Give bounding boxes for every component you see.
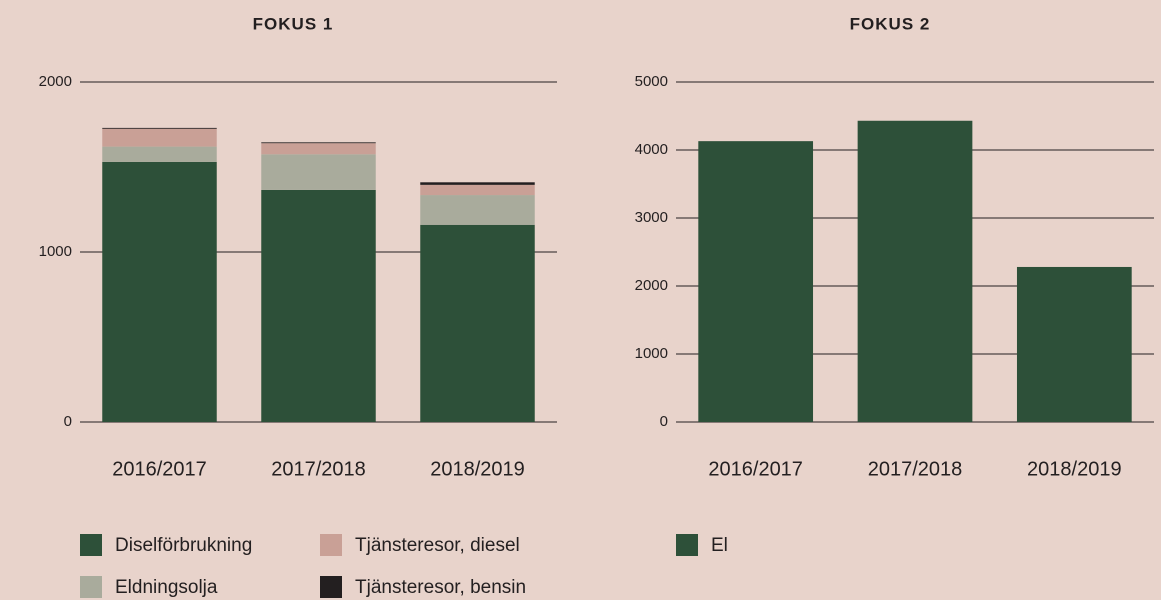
legend-swatch	[80, 534, 102, 556]
bar-segment	[261, 154, 376, 190]
bar-segment	[1016, 266, 1132, 422]
legend-label: Eldningsolja	[115, 577, 218, 598]
chart-title: FOKUS 1	[253, 14, 334, 33]
bar-segment	[420, 224, 535, 422]
legend-swatch	[80, 576, 102, 598]
y-tick-label: 1000	[39, 243, 72, 260]
y-tick-label: 4000	[635, 141, 668, 158]
bar-segment	[420, 195, 535, 225]
bar-segment	[261, 189, 376, 422]
bar-segment	[102, 128, 217, 147]
bar-segment	[102, 161, 217, 422]
legend-swatch	[320, 534, 342, 556]
x-tick-label: 2017/2018	[868, 458, 963, 480]
y-tick-label: 5000	[635, 73, 668, 90]
bar-segment	[261, 142, 376, 144]
legend-label: El	[711, 535, 728, 556]
y-tick-label: 2000	[39, 73, 72, 90]
legend-label: Tjänsteresor, bensin	[355, 577, 526, 598]
x-tick-label: 2018/2019	[430, 458, 525, 480]
bar-segment	[698, 141, 814, 422]
x-tick-label: 2017/2018	[271, 458, 366, 480]
y-tick-label: 0	[64, 413, 72, 430]
bar-segment	[261, 143, 376, 155]
x-tick-label: 2016/2017	[708, 458, 803, 480]
bar-segment	[420, 184, 535, 196]
legend-swatch	[676, 534, 698, 556]
bar-segment	[102, 146, 217, 162]
legend-label: Tjänsteresor, diesel	[355, 535, 520, 556]
y-tick-label: 3000	[635, 209, 668, 226]
y-tick-label: 0	[660, 413, 668, 430]
x-tick-label: 2018/2019	[1027, 458, 1122, 480]
y-tick-label: 1000	[635, 345, 668, 362]
bar-segment	[102, 127, 217, 129]
legend-swatch	[320, 576, 342, 598]
legend-label: Diselförbrukning	[115, 535, 252, 556]
bar-segment	[857, 120, 973, 422]
x-tick-label: 2016/2017	[112, 458, 207, 480]
y-tick-label: 2000	[635, 277, 668, 294]
bar-segment	[420, 182, 535, 185]
chart-title: FOKUS 2	[850, 14, 931, 33]
